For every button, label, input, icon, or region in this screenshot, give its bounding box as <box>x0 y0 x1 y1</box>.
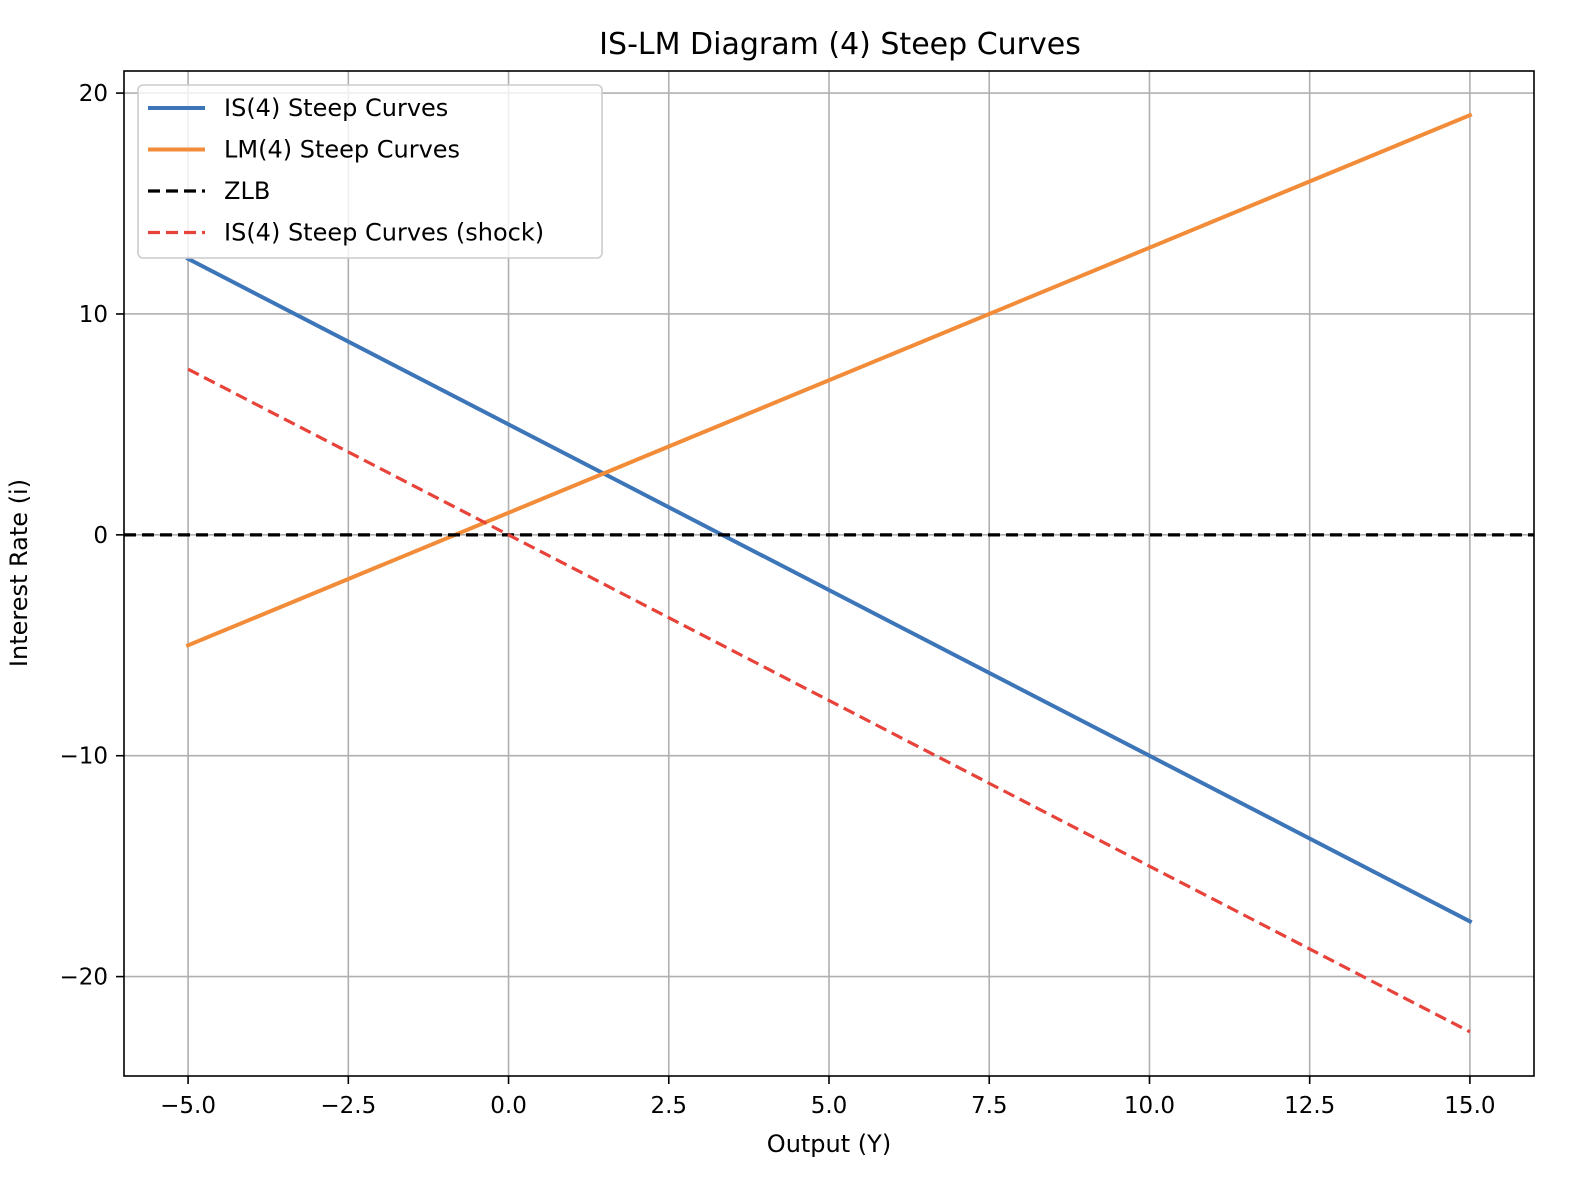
series-line-0 <box>185 256 1473 925</box>
legend-box <box>137 84 603 259</box>
series-line-1 <box>185 112 1473 648</box>
chart-title: IS-LM Diagram (4) Steep Curves <box>599 27 1081 62</box>
y-tick-label: −10 <box>59 744 108 770</box>
y-tick-label: 10 <box>79 302 108 328</box>
legend-label-1: LM(4) Steep Curves <box>224 136 460 164</box>
legend-label-0: IS(4) Steep Curves <box>224 94 448 122</box>
x-tick-label: −5.0 <box>160 1093 216 1119</box>
series-lines <box>124 112 1534 1034</box>
legend-label-3: IS(4) Steep Curves (shock) <box>224 219 544 247</box>
y-axis-label: Interest Rate (i) <box>5 479 33 667</box>
x-tick-label: −2.5 <box>320 1093 376 1119</box>
x-tick-label: 5.0 <box>811 1093 848 1119</box>
x-tick-label: 2.5 <box>650 1093 687 1119</box>
x-tick-label: 7.5 <box>971 1093 1008 1119</box>
legend-label-2: ZLB <box>224 177 270 205</box>
legend: IS(4) Steep Curves LM(4) Steep Curves ZLB I… <box>137 84 603 259</box>
y-tick-label: −20 <box>59 965 108 991</box>
x-tick-label: 15.0 <box>1444 1093 1495 1119</box>
series-line-3 <box>187 367 1471 1034</box>
axis-ticks: −5.0 −2.5 0.0 2.5 5.0 7.5 10.0 12.5 15.0 −20 −10 0 1… <box>59 81 1495 1119</box>
y-tick-label: 20 <box>79 81 108 107</box>
x-axis-label: Output (Y) <box>767 1130 891 1158</box>
x-tick-label: 12.5 <box>1284 1093 1335 1119</box>
x-tick-label: 10.0 <box>1124 1093 1175 1119</box>
x-tick-label: 0.0 <box>490 1093 527 1119</box>
y-tick-label: 0 <box>93 523 108 549</box>
